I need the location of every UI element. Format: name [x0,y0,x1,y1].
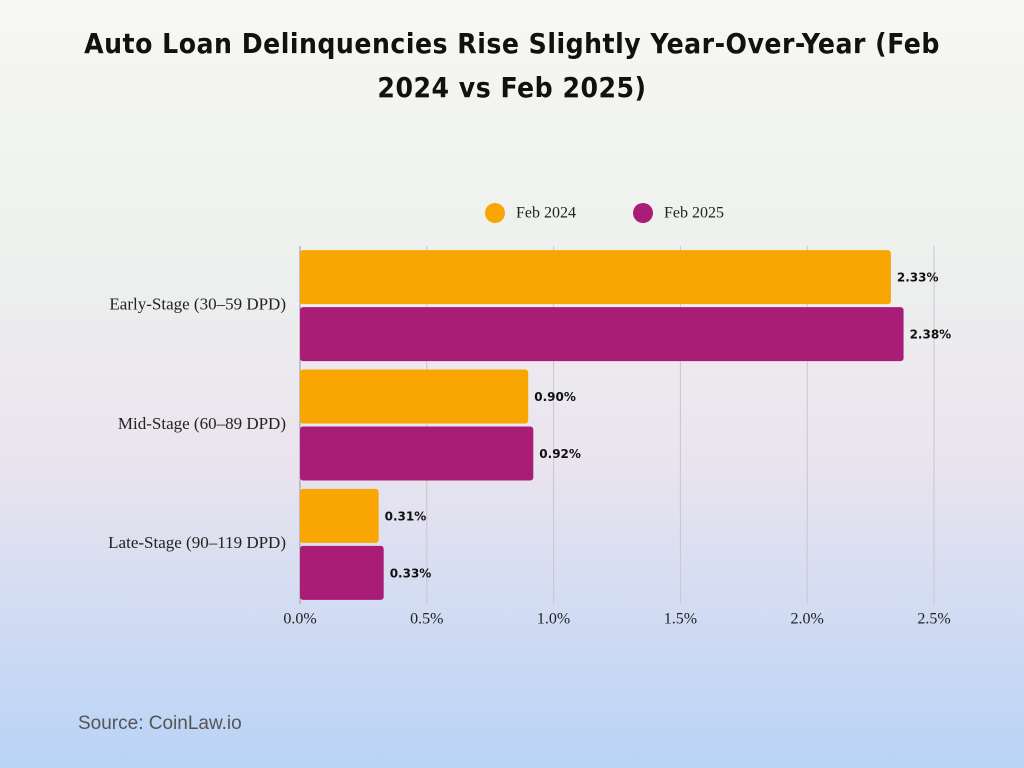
bar [300,545,384,600]
bar [300,426,534,481]
value-label: 0.33% [390,566,432,580]
y-tick-label: Mid-Stage (60–89 DPD) [118,414,286,433]
x-tick-label: 0.5% [410,611,443,628]
x-tick-label: 1.0% [537,611,570,628]
x-tick-label: 2.0% [791,611,824,628]
legend-label: Feb 2025 [664,205,724,222]
bar [300,250,891,305]
bar [300,488,379,543]
legend-label: Feb 2024 [516,205,576,222]
value-label: 0.90% [534,390,576,404]
bar [300,307,904,362]
value-label: 0.92% [539,447,581,461]
y-tick-label: Late-Stage (90–119 DPD) [108,533,286,552]
chart-title: Auto Loan Delinquencies Rise Slightly Ye… [84,27,940,104]
legend-marker [485,203,505,223]
y-tick-label: Early-Stage (30–59 DPD) [109,295,286,314]
value-label: 2.33% [897,271,939,285]
x-tick-label: 2.5% [917,611,950,628]
legend-marker [633,203,653,223]
value-label: 0.31% [385,509,427,523]
value-label: 2.38% [910,328,952,342]
source-note: Source: CoinLaw.io [78,713,242,734]
bar [300,369,529,424]
x-tick-label: 1.5% [664,611,697,628]
x-tick-label: 0.0% [283,611,316,628]
